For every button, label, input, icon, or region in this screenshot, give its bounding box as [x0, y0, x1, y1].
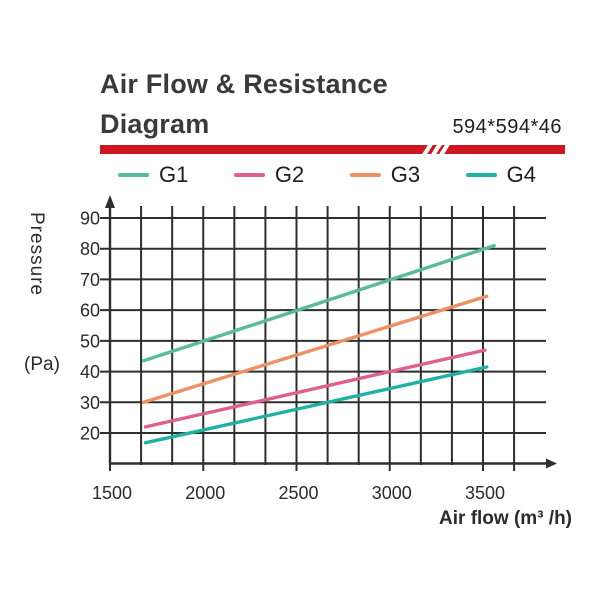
x-tick-label: 3500 — [465, 483, 505, 503]
grid-lines — [100, 206, 546, 471]
y-tick-label: 90 — [80, 209, 100, 229]
x-axis-title: Air flow (m³ /h) — [439, 508, 572, 529]
legend-item-g1: G1 — [118, 162, 188, 188]
y-axis-unit: (Pa) — [24, 354, 60, 375]
series-line-g1 — [141, 243, 496, 363]
legend-swatch-g2 — [233, 173, 265, 177]
axes — [105, 195, 557, 469]
legend-item-g3: G3 — [349, 162, 421, 188]
legend-swatch-g1 — [118, 173, 149, 177]
x-tick-label: 3000 — [372, 483, 412, 503]
legend-label: G4 — [506, 162, 536, 187]
page-title: Air Flow & Resistance Diagram — [100, 69, 388, 139]
size-label: 594*594*46 — [452, 116, 562, 138]
y-tick-label: 70 — [80, 270, 100, 290]
x-tick-label: 2000 — [185, 483, 225, 503]
legend-label: G3 — [390, 162, 421, 187]
y-tick-label: 80 — [80, 239, 100, 259]
divider-bar — [100, 145, 565, 154]
x-tick-label: 1500 — [92, 483, 132, 503]
legend-item-g4: G4 — [465, 162, 536, 188]
y-axis-title: Pressure — [26, 212, 47, 297]
chart-legend: G1 G2 G3 G4 — [118, 162, 536, 188]
y-tick-label: 40 — [80, 362, 100, 382]
y-tick-label: 60 — [80, 301, 100, 321]
legend-item-g2: G2 — [233, 162, 305, 188]
legend-swatch-g4 — [465, 173, 497, 177]
legend-label: G1 — [159, 162, 189, 187]
y-tick-label: 50 — [80, 331, 100, 351]
legend-swatch-g3 — [349, 173, 381, 177]
x-tick-label: 2500 — [278, 483, 318, 503]
series-lines — [141, 243, 496, 445]
series-line-g2 — [143, 348, 487, 429]
y-tick-label: 20 — [80, 424, 100, 444]
y-tick-label: 30 — [80, 393, 100, 413]
tick-labels: 20 30 40 50 60 70 80 90 1500 2000 2500 3000 3500 — [80, 209, 505, 503]
series-line-g4 — [143, 365, 489, 445]
series-line-g3 — [141, 294, 489, 404]
legend-label: G2 — [274, 162, 305, 187]
